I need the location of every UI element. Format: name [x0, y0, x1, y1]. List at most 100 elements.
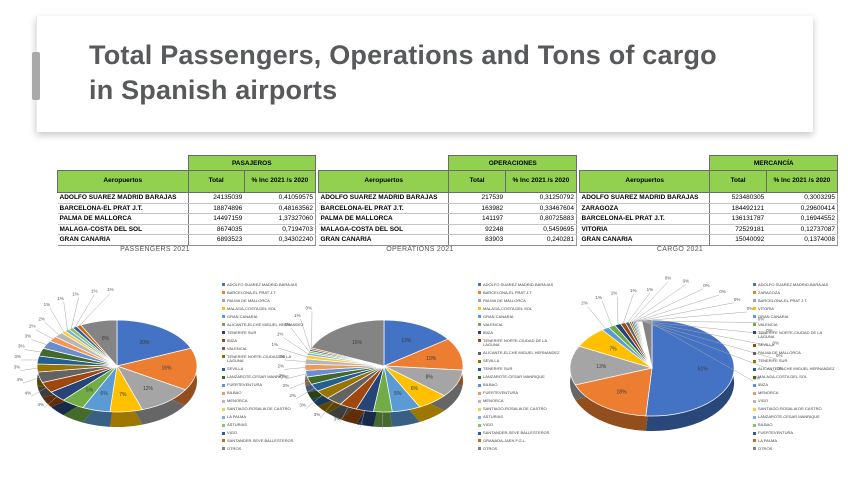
legend-label: VITORIA	[758, 305, 774, 311]
pie-data-label: 3%	[334, 416, 341, 421]
legend-item: BILBAO	[222, 390, 304, 395]
label-leader-line	[31, 339, 47, 346]
pie-data-label: 3%	[14, 354, 21, 359]
legend-label: MENORCA	[483, 398, 504, 404]
airport-cell: ADOLFO SUAREZ MADRID BARAJAS	[57, 192, 189, 204]
legend-label: IBIZA	[227, 337, 238, 343]
tables-row: PASAJEROS Aeropuertos Total % Inc 2021 /…	[57, 155, 839, 246]
pie-data-label: 3%	[379, 423, 386, 428]
pie-data-label: 1%	[57, 296, 64, 301]
inc-cell: 0,5459695	[505, 224, 578, 235]
pie-data-label: 0%	[758, 316, 765, 321]
legend-label: GRAN CANARIA	[227, 313, 258, 319]
legend-swatch	[222, 355, 225, 359]
legend-swatch	[222, 367, 225, 371]
legend-item: LA PALMA	[753, 438, 835, 443]
cargo-chart-legend: ADOLFO SUAREZ MADRID-BARAJAS ZARAGOZA BARC…	[753, 282, 835, 455]
cargo-chart-title: CARGO 2021	[656, 246, 704, 253]
label-leader-line	[646, 320, 754, 382]
pie-data-label: 1%	[91, 289, 98, 294]
legend-label: PALMA DE MALLORCA	[483, 297, 526, 303]
title-card: Total Passengers, Operations and Tons of…	[36, 16, 813, 132]
legend-item: LA PALMA	[222, 414, 304, 419]
legend-swatch	[478, 423, 481, 427]
total-cell: 217539	[448, 192, 506, 204]
legend-label: VIGO	[483, 422, 494, 428]
legend-item: TENERIFE SUR	[478, 366, 560, 371]
total-cell: 163982	[448, 203, 506, 214]
legend-item: VALENCIA	[222, 346, 304, 351]
legend-item: ALICANTE-ELCHE MIGUEL HERNANDEZ	[478, 350, 560, 355]
total-cell: 8674035	[188, 224, 245, 235]
legend-item: GRAN CANARIA	[478, 314, 560, 319]
legend-swatch	[753, 343, 756, 347]
label-leader-line	[633, 288, 704, 322]
legend-item: ALICANTE-ELCHE MIGUEL HERNANDEZ	[222, 322, 304, 327]
pie-slice	[383, 319, 449, 367]
inc-cell: 0,7194703	[244, 224, 317, 235]
label-leader-line	[627, 292, 651, 323]
legend-label: LANZAROTE-CESAR MANRIQUE	[483, 374, 545, 380]
label-leader-line	[300, 319, 311, 351]
legend-label: OTROS	[483, 446, 498, 452]
pie-slice	[80, 319, 118, 367]
total-cell: 136131787	[709, 213, 767, 225]
label-leader-line	[305, 394, 324, 409]
pie-data-label: 0%	[734, 297, 741, 302]
table-row: GRAN CANARIA 6893523 0,34302240	[57, 234, 317, 246]
label-leader-line	[290, 327, 310, 353]
legend-item: BARCELONA-EL PRAT J.T.	[753, 298, 835, 303]
total-cell: 83903	[448, 234, 506, 246]
legend-item: MENORCA	[478, 398, 560, 404]
legend-swatch	[753, 399, 756, 403]
legend-swatch	[222, 375, 225, 379]
pie-data-label: 3%	[314, 412, 321, 417]
pie-data-label: 3%	[357, 421, 364, 426]
total-cell: 18874896	[188, 203, 245, 214]
pie-slice	[569, 345, 654, 386]
legend-item: SANTIAGO-ROSALIA DE CASTRO	[222, 406, 304, 411]
label-leader-line	[63, 302, 68, 331]
passengers-chart-legend: ADOLFO SUAREZ MADRID-BARAJAS BARCELONA-EL…	[222, 282, 304, 455]
legend-swatch	[753, 447, 756, 451]
legend-swatch	[478, 447, 481, 451]
pie-data-label: 16%	[161, 366, 172, 372]
pie-slice	[116, 319, 192, 367]
legend-item: OTROS	[753, 446, 835, 452]
airport-cell: BARCELONA-EL PRAT J.T.	[57, 203, 189, 214]
legend-swatch	[478, 407, 481, 411]
pie-slice	[645, 319, 735, 417]
airport-cell: BARCELONA-EL PRAT J.T.	[579, 213, 711, 225]
cargo-table: MERCANCÍA Aeropuertos Total % Inc 2021 /…	[578, 155, 839, 246]
airport-cell: MALAGA-COSTA DEL SOL	[57, 224, 189, 235]
legend-swatch	[753, 367, 756, 371]
legend-label: ALICANTE-ELCHE MIGUEL HERNANDEZ	[758, 366, 835, 372]
legend-item: FUERTEVENTURA	[478, 390, 560, 395]
legend-label: BARCELONA-EL PRAT J.T.	[483, 289, 533, 295]
legend-swatch	[222, 291, 225, 295]
legend-label: ZARAGOZA	[758, 289, 781, 295]
legend-item: IBIZA	[222, 337, 304, 343]
pie-data-label: 1%	[72, 292, 79, 297]
pie-data-label: 7%	[609, 347, 617, 353]
pie-data-label: 16%	[352, 340, 363, 346]
pie-data-label: 4%	[38, 402, 45, 407]
legend-item: TENERIFE NORTE-CIUDAD DE LA LAGUNA	[753, 330, 835, 340]
legend-swatch	[478, 367, 481, 371]
label-leader-line	[635, 294, 720, 322]
airport-cell: ADOLFO SUAREZ MADRID BARAJAS	[579, 192, 711, 204]
legend-swatch	[478, 375, 481, 379]
operations-chart-title: OPERATIONS 2021	[386, 246, 454, 253]
table-group-header: PASAJEROS	[187, 155, 316, 171]
legend-swatch	[222, 315, 225, 319]
legend-swatch	[222, 391, 225, 395]
inc-cell: 0,240281	[505, 234, 578, 246]
label-leader-line	[289, 380, 310, 390]
legend-item: FUERTEVENTURA	[753, 430, 835, 435]
pie-data-label: 2%	[581, 301, 588, 306]
col-header-airport: Aeropuertos	[317, 170, 450, 193]
legend-label: TENERIFE NORTE-CIUDAD DE LA LAGUNA	[483, 337, 547, 348]
label-leader-line	[601, 300, 613, 327]
legend-label: OTROS	[758, 446, 773, 452]
legend-label: TENERIFE SUR	[227, 329, 257, 335]
